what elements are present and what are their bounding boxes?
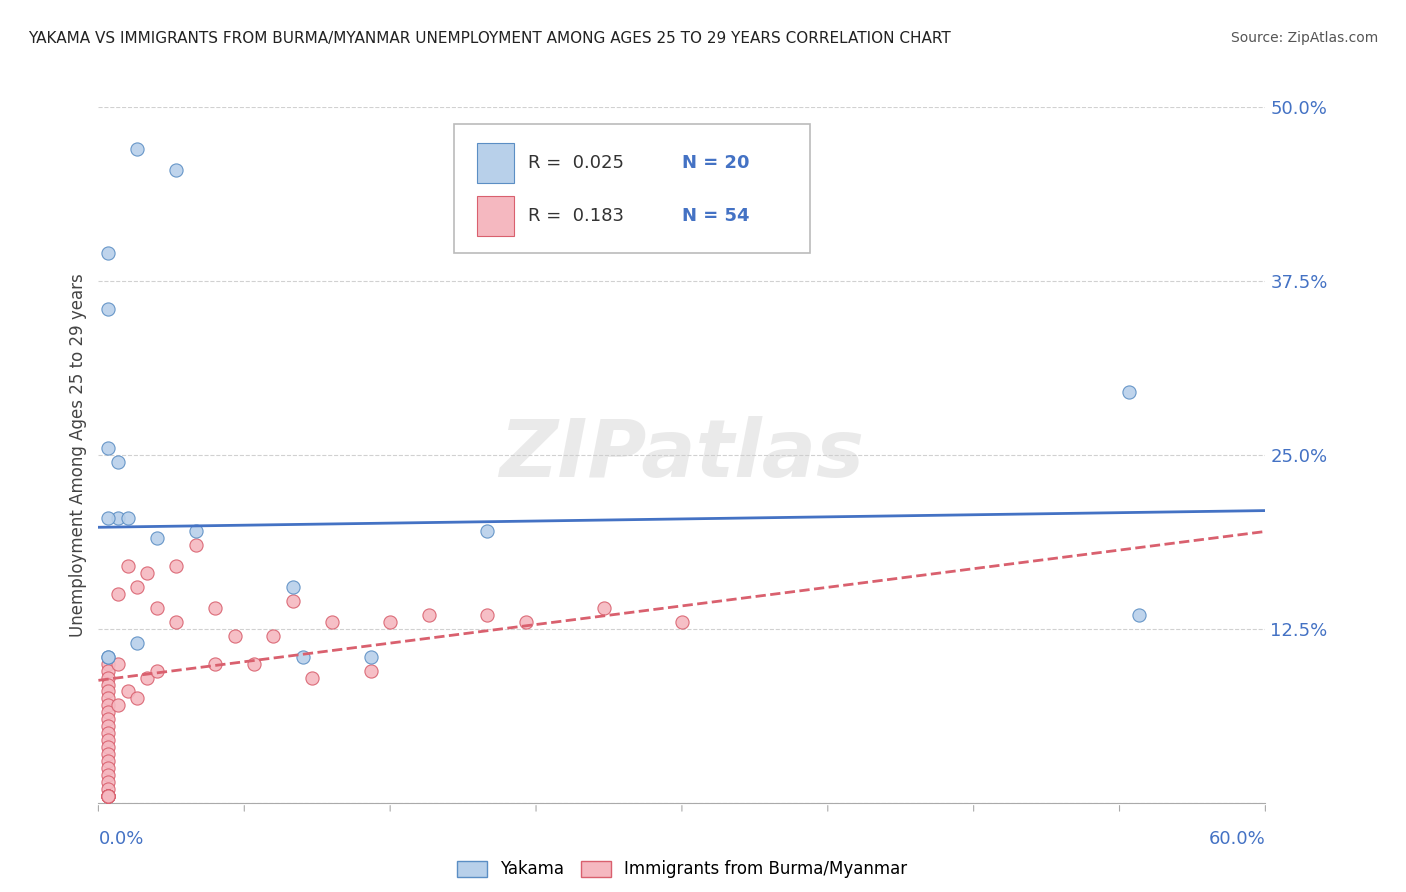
Point	[380, 615, 402, 629]
Point	[107, 455, 129, 469]
Legend: Yakama, Immigrants from Burma/Myanmar: Yakama, Immigrants from Burma/Myanmar	[450, 854, 914, 885]
Point	[97, 677, 120, 691]
Point	[281, 594, 304, 608]
Text: ZIPatlas: ZIPatlas	[499, 416, 865, 494]
Point	[117, 684, 139, 698]
Point	[97, 789, 120, 803]
Point	[184, 538, 207, 552]
Text: 0.0%: 0.0%	[98, 830, 143, 847]
Point	[97, 691, 120, 706]
Text: 60.0%: 60.0%	[1209, 830, 1265, 847]
Text: Source: ZipAtlas.com: Source: ZipAtlas.com	[1230, 31, 1378, 45]
Point	[97, 657, 120, 671]
Point	[671, 615, 693, 629]
Point	[321, 615, 343, 629]
Point	[477, 607, 499, 622]
Point	[243, 657, 266, 671]
Point	[136, 566, 159, 581]
Point	[136, 671, 159, 685]
Point	[262, 629, 284, 643]
Point	[117, 559, 139, 574]
Point	[107, 510, 129, 524]
Point	[146, 664, 169, 678]
Point	[97, 789, 120, 803]
Point	[97, 761, 120, 775]
Y-axis label: Unemployment Among Ages 25 to 29 years: Unemployment Among Ages 25 to 29 years	[69, 273, 87, 637]
Point	[107, 587, 129, 601]
Text: R =  0.025: R = 0.025	[527, 153, 624, 171]
Point	[97, 510, 120, 524]
Point	[107, 657, 129, 671]
Point	[97, 740, 120, 755]
Point	[127, 691, 149, 706]
Point	[1128, 607, 1150, 622]
Point	[165, 162, 187, 177]
Point	[97, 246, 120, 260]
FancyBboxPatch shape	[454, 125, 810, 253]
Point	[97, 789, 120, 803]
Point	[97, 664, 120, 678]
Text: N = 54: N = 54	[682, 207, 749, 226]
Point	[97, 649, 120, 664]
Point	[97, 301, 120, 316]
Point	[97, 726, 120, 740]
Point	[281, 580, 304, 594]
Point	[127, 580, 149, 594]
Point	[291, 649, 314, 664]
Point	[127, 142, 149, 156]
Point	[97, 719, 120, 733]
FancyBboxPatch shape	[477, 143, 513, 183]
Point	[146, 532, 169, 546]
Point	[97, 671, 120, 685]
Point	[146, 601, 169, 615]
Point	[184, 524, 207, 539]
Point	[165, 559, 187, 574]
Point	[97, 789, 120, 803]
Point	[360, 649, 382, 664]
Text: R =  0.183: R = 0.183	[527, 207, 624, 226]
Point	[97, 698, 120, 713]
Text: N = 20: N = 20	[682, 153, 749, 171]
Point	[301, 671, 323, 685]
Point	[107, 698, 129, 713]
Point	[477, 524, 499, 539]
Point	[593, 601, 616, 615]
Point	[97, 768, 120, 782]
Point	[97, 441, 120, 455]
Point	[97, 747, 120, 761]
Point	[117, 510, 139, 524]
Point	[97, 733, 120, 747]
Text: YAKAMA VS IMMIGRANTS FROM BURMA/MYANMAR UNEMPLOYMENT AMONG AGES 25 TO 29 YEARS C: YAKAMA VS IMMIGRANTS FROM BURMA/MYANMAR …	[28, 31, 950, 46]
Point	[204, 657, 226, 671]
Point	[515, 615, 537, 629]
Point	[97, 754, 120, 768]
Point	[224, 629, 246, 643]
Point	[97, 789, 120, 803]
Point	[97, 789, 120, 803]
Point	[127, 636, 149, 650]
Point	[418, 607, 440, 622]
Point	[97, 775, 120, 789]
Point	[97, 781, 120, 796]
Point	[204, 601, 226, 615]
Point	[97, 684, 120, 698]
Point	[360, 664, 382, 678]
Point	[165, 615, 187, 629]
Point	[97, 706, 120, 720]
Point	[97, 649, 120, 664]
Point	[1118, 385, 1140, 400]
FancyBboxPatch shape	[477, 196, 513, 236]
Point	[97, 712, 120, 726]
